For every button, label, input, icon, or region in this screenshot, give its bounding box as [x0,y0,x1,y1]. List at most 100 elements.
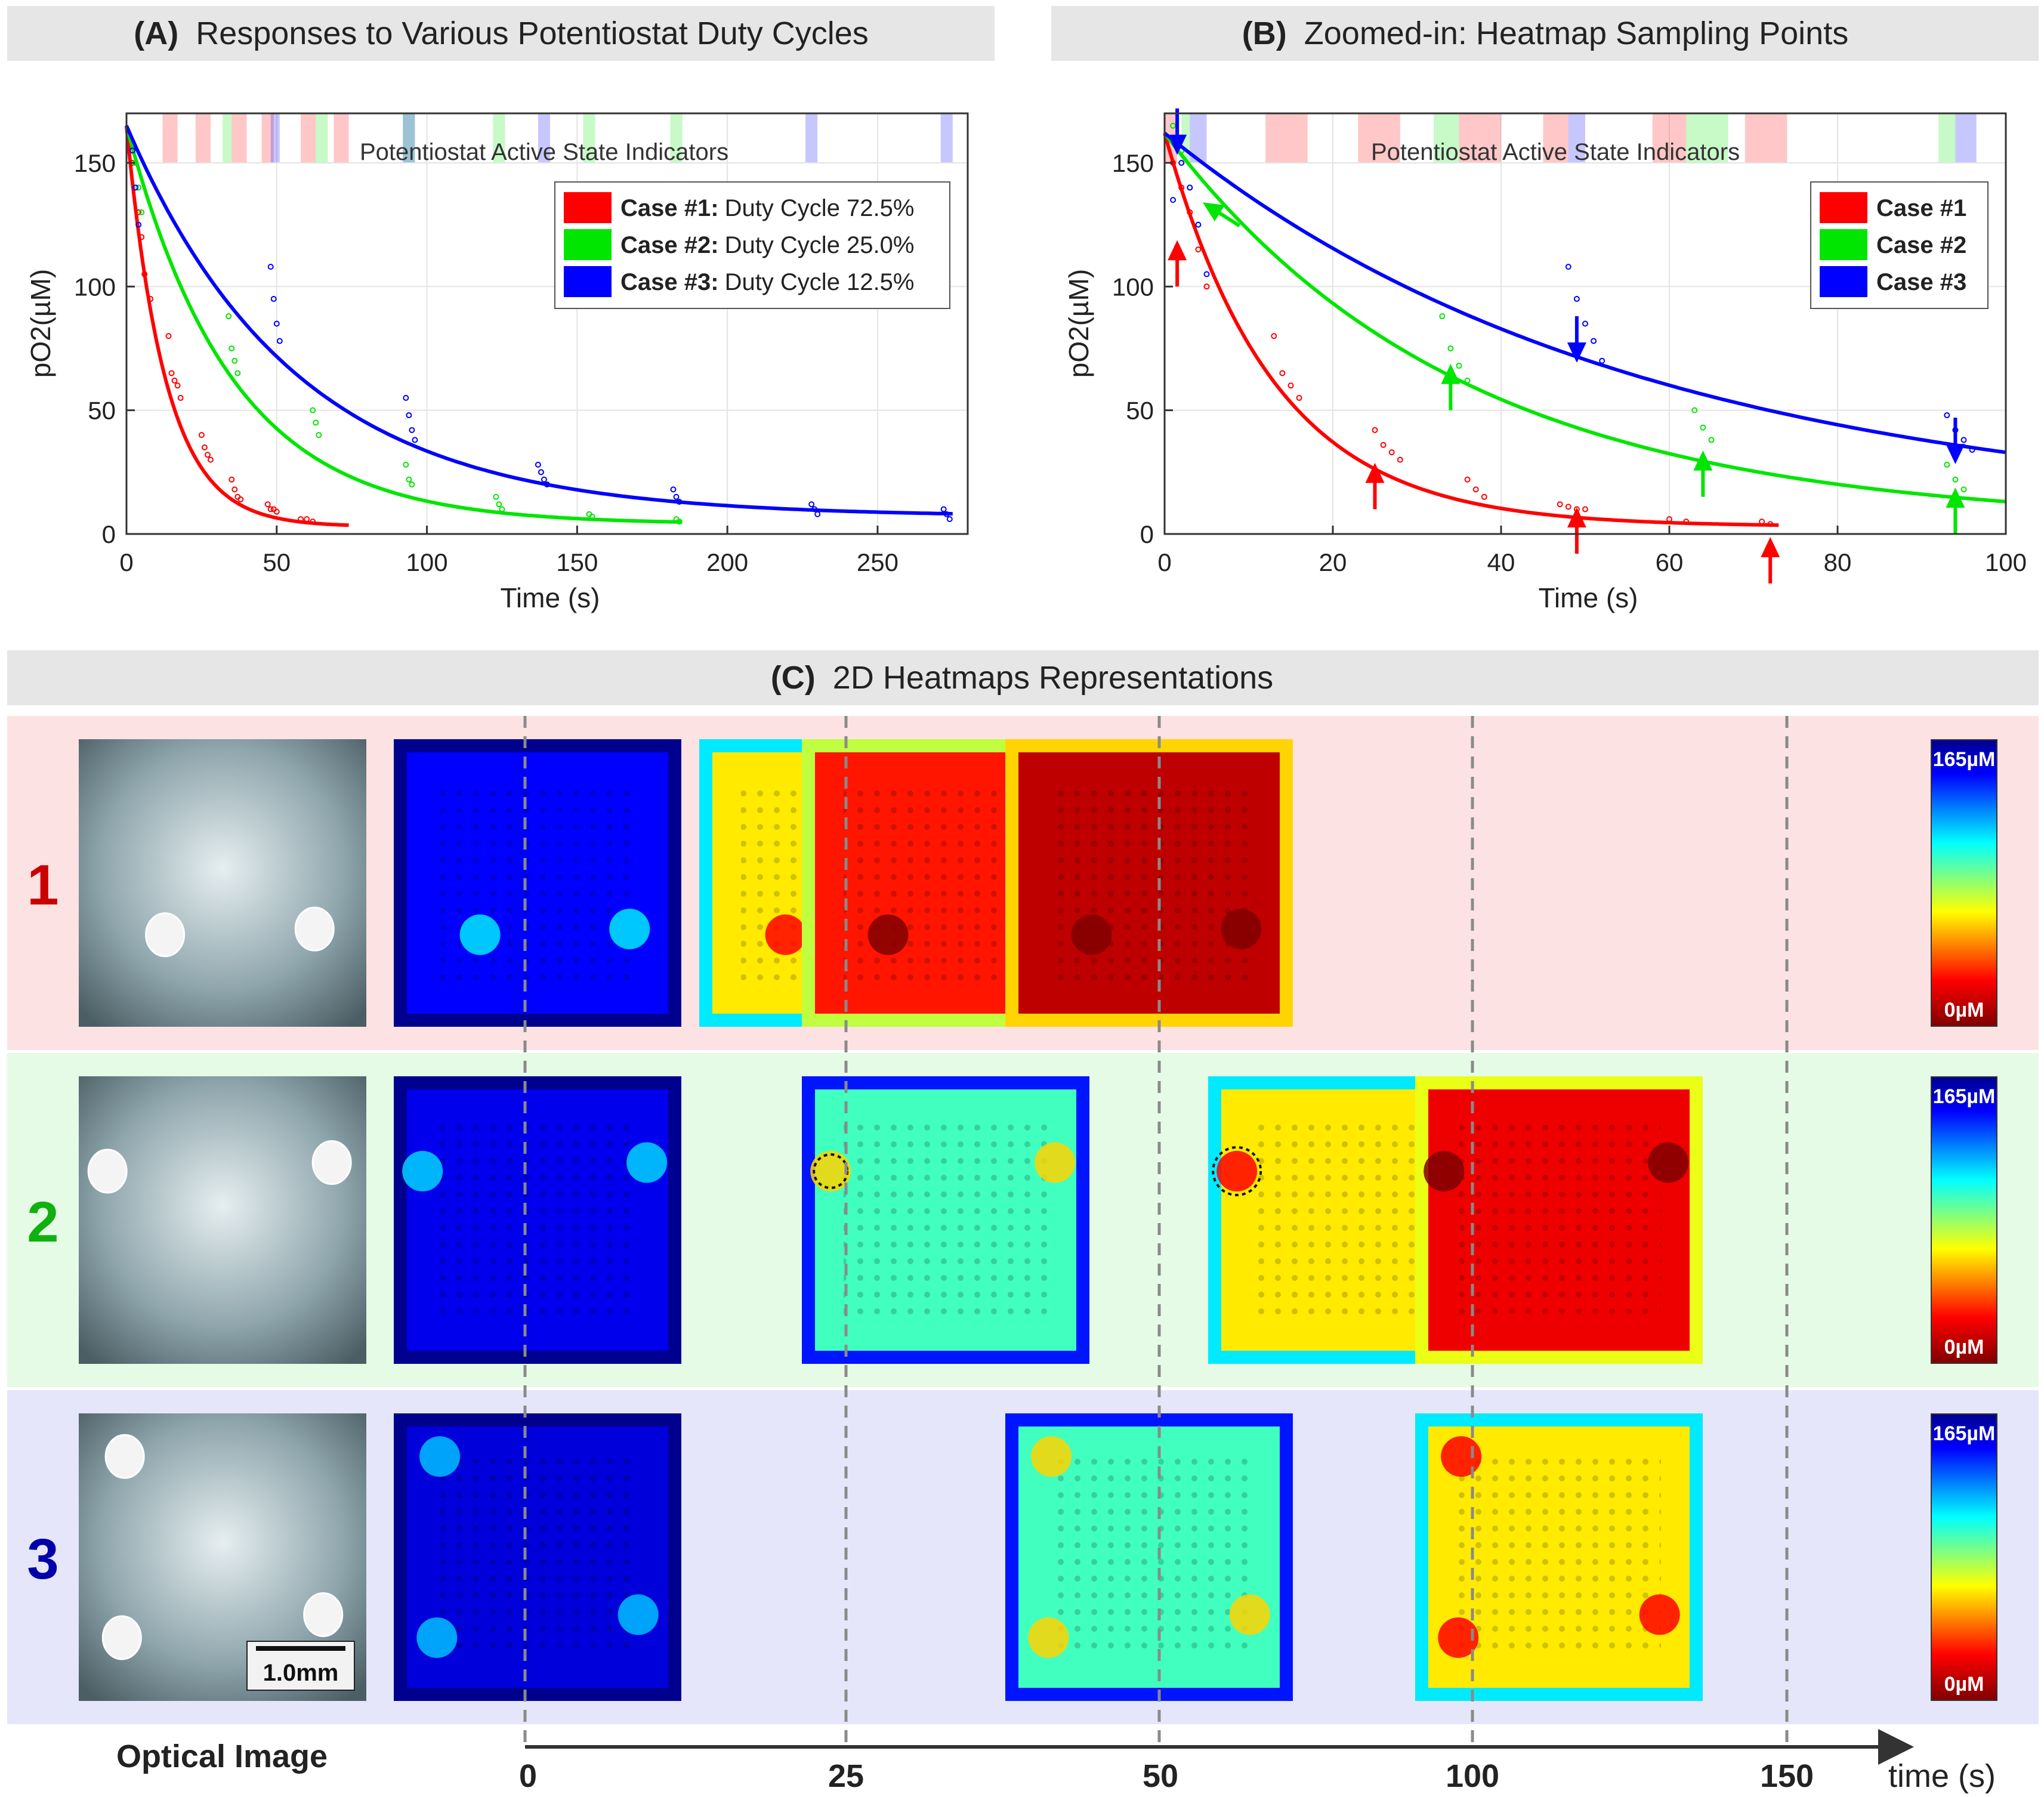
heatmap-hotspot-2 [1229,1594,1270,1635]
panel-a-letter: (A) [134,16,178,51]
data-point-case-2-14 [496,501,502,508]
x-tick-label-1: 20 [1319,548,1347,576]
data-point-case-3-12 [1960,437,1967,443]
data-point-case-1-20 [267,506,274,512]
data-point-case-2-5 [231,357,238,364]
x-tick-label-2: 40 [1487,548,1515,576]
data-point-case-3-1 [1178,159,1185,166]
data-point-case-1-6 [1279,370,1286,376]
sampling-arrow-4 [1441,363,1461,410]
legend-a-swatch-2 [564,229,612,260]
colorbar-max-label: 165µM [1933,1085,1996,1108]
indicator-bar-5 [270,113,280,162]
data-point-case-3-5 [1565,264,1571,270]
x-tick-label-0: 0 [1157,548,1171,576]
legend-a-desc-2: Duty Cycle 25.0% [725,232,915,258]
svg-text:(A) Responses to Various: (A) Responses to Various Potentiostat Du… [134,16,869,51]
chart-a: Potentiostat Active State Indicators 0 50… [25,112,969,613]
heatmap-hotspot-0 [459,914,501,955]
y-tick-label-0: 0 [1140,520,1154,548]
indicator-bar-13 [1955,113,1977,162]
indicator-bar-3 [1265,113,1308,162]
data-point-case-1-10 [177,394,184,401]
data-point-case-2-15 [499,506,505,512]
y-tick-label-2: 100 [1112,273,1154,301]
data-point-case-3-0 [1170,197,1177,203]
data-point-case-2-7 [1464,377,1471,384]
data-point-case-2-10 [403,461,409,468]
colorbar-min-label: 0µM [1944,1336,1984,1358]
sampling-arrow-8 [1168,108,1187,155]
data-point-case-1-17 [1565,504,1571,510]
legend-a-case-2: Case #2: [620,232,719,258]
x-tick-label-0: 0 [119,548,133,576]
heatmap-hotspot-0 [1424,1151,1465,1192]
data-point-case-2-4 [1439,313,1446,320]
svg-text:(B) Zoomed-in: Heatmap S: (B) Zoomed-in: Heatmap Sampling Points [1242,16,1848,51]
data-point-case-3-8 [406,412,412,418]
x-tick-label-4: 80 [1824,548,1852,576]
indicator-bar-10 [1686,113,1728,162]
heatmap-hotspot-1 [416,1617,458,1658]
chart-b-series [1163,122,2006,527]
x-tick-label-5: 250 [857,548,899,576]
heatmap-hotspot-0 [419,1436,461,1477]
indicator-bar-6 [301,113,316,162]
legend-b-entry-1: Case #1 [1820,192,1966,223]
data-point-case-1-19 [1582,506,1588,512]
data-point-case-1-19 [264,501,271,508]
heatmap-hotspot-0 [1071,914,1112,955]
heatmap-2-2 [802,1076,1089,1364]
data-point-case-3-14 [544,481,550,488]
chart-a-xlabel: Time (s) [501,582,600,613]
heatmap-1-4 [1005,739,1293,1027]
legend-b-entry-3: Case #3 [1820,266,1966,297]
data-point-case-1-8 [1296,394,1302,401]
heatmap-hotspot-2 [1639,1594,1680,1635]
indicator-bar-11 [1744,113,1787,162]
chart-a-indicators [162,113,953,162]
heatmap-3-2 [1005,1413,1293,1701]
data-point-case-1-5 [1271,333,1277,339]
indicator-bar-1 [195,113,211,162]
y-tick-label-3: 150 [74,149,116,177]
data-point-case-1-14 [208,456,214,463]
data-point-case-1-9 [1372,427,1378,433]
heatmap-well-grid [436,781,640,985]
data-point-case-3-10 [1944,412,1950,418]
data-point-case-3-13 [541,476,547,483]
data-point-case-1-14 [1472,486,1479,493]
islet-1-1 [294,906,335,952]
colorbar-max-label: 165µM [1933,1422,1996,1445]
data-point-case-2-7 [310,407,316,413]
data-point-case-3-2 [135,221,142,228]
indicator-bar-3 [231,113,247,162]
x-tick-label-3: 150 [556,548,598,576]
indicator-bar-15 [805,113,818,162]
legend-b-entry-2: Case #2 [1820,229,1966,260]
data-point-case-2-11 [1944,461,1950,468]
data-point-case-1-11 [198,432,205,439]
chart-a-frame [125,112,969,535]
heatmap-row-3: 3 1.0mm 165µM 0µM [7,1390,2039,1724]
heatmap-2-4 [1415,1076,1703,1364]
data-point-case-3-10 [412,437,418,443]
heatmap-hotspot-1 [1028,1617,1069,1658]
heatmap-well-grid [1457,1455,1661,1659]
data-point-case-3-20 [814,511,821,517]
heatmap-hotspot-0 [402,1151,443,1192]
chart-b-frame [1163,112,2007,535]
timeline-tick-150: 150 [1760,1758,1814,1794]
svg-text:Case #2:Duty Cycle 25.0%: Case #2: Duty Cycle 25.0% [620,232,914,258]
indicator-bar-12 [1938,113,1956,162]
heatmap-well-grid [1047,781,1251,985]
indicator-bar-12 [538,113,551,162]
indicator-bar-11 [493,113,505,162]
data-point-case-1-9 [174,382,181,389]
x-tick-label-3: 60 [1656,548,1684,576]
indicator-bar-8 [334,113,349,162]
panel-a-header: (A) Responses to Various Potentiostat Du… [7,6,995,61]
data-point-case-3-5 [273,320,280,327]
legend-b-case-2: Case #2 [1876,232,1966,258]
